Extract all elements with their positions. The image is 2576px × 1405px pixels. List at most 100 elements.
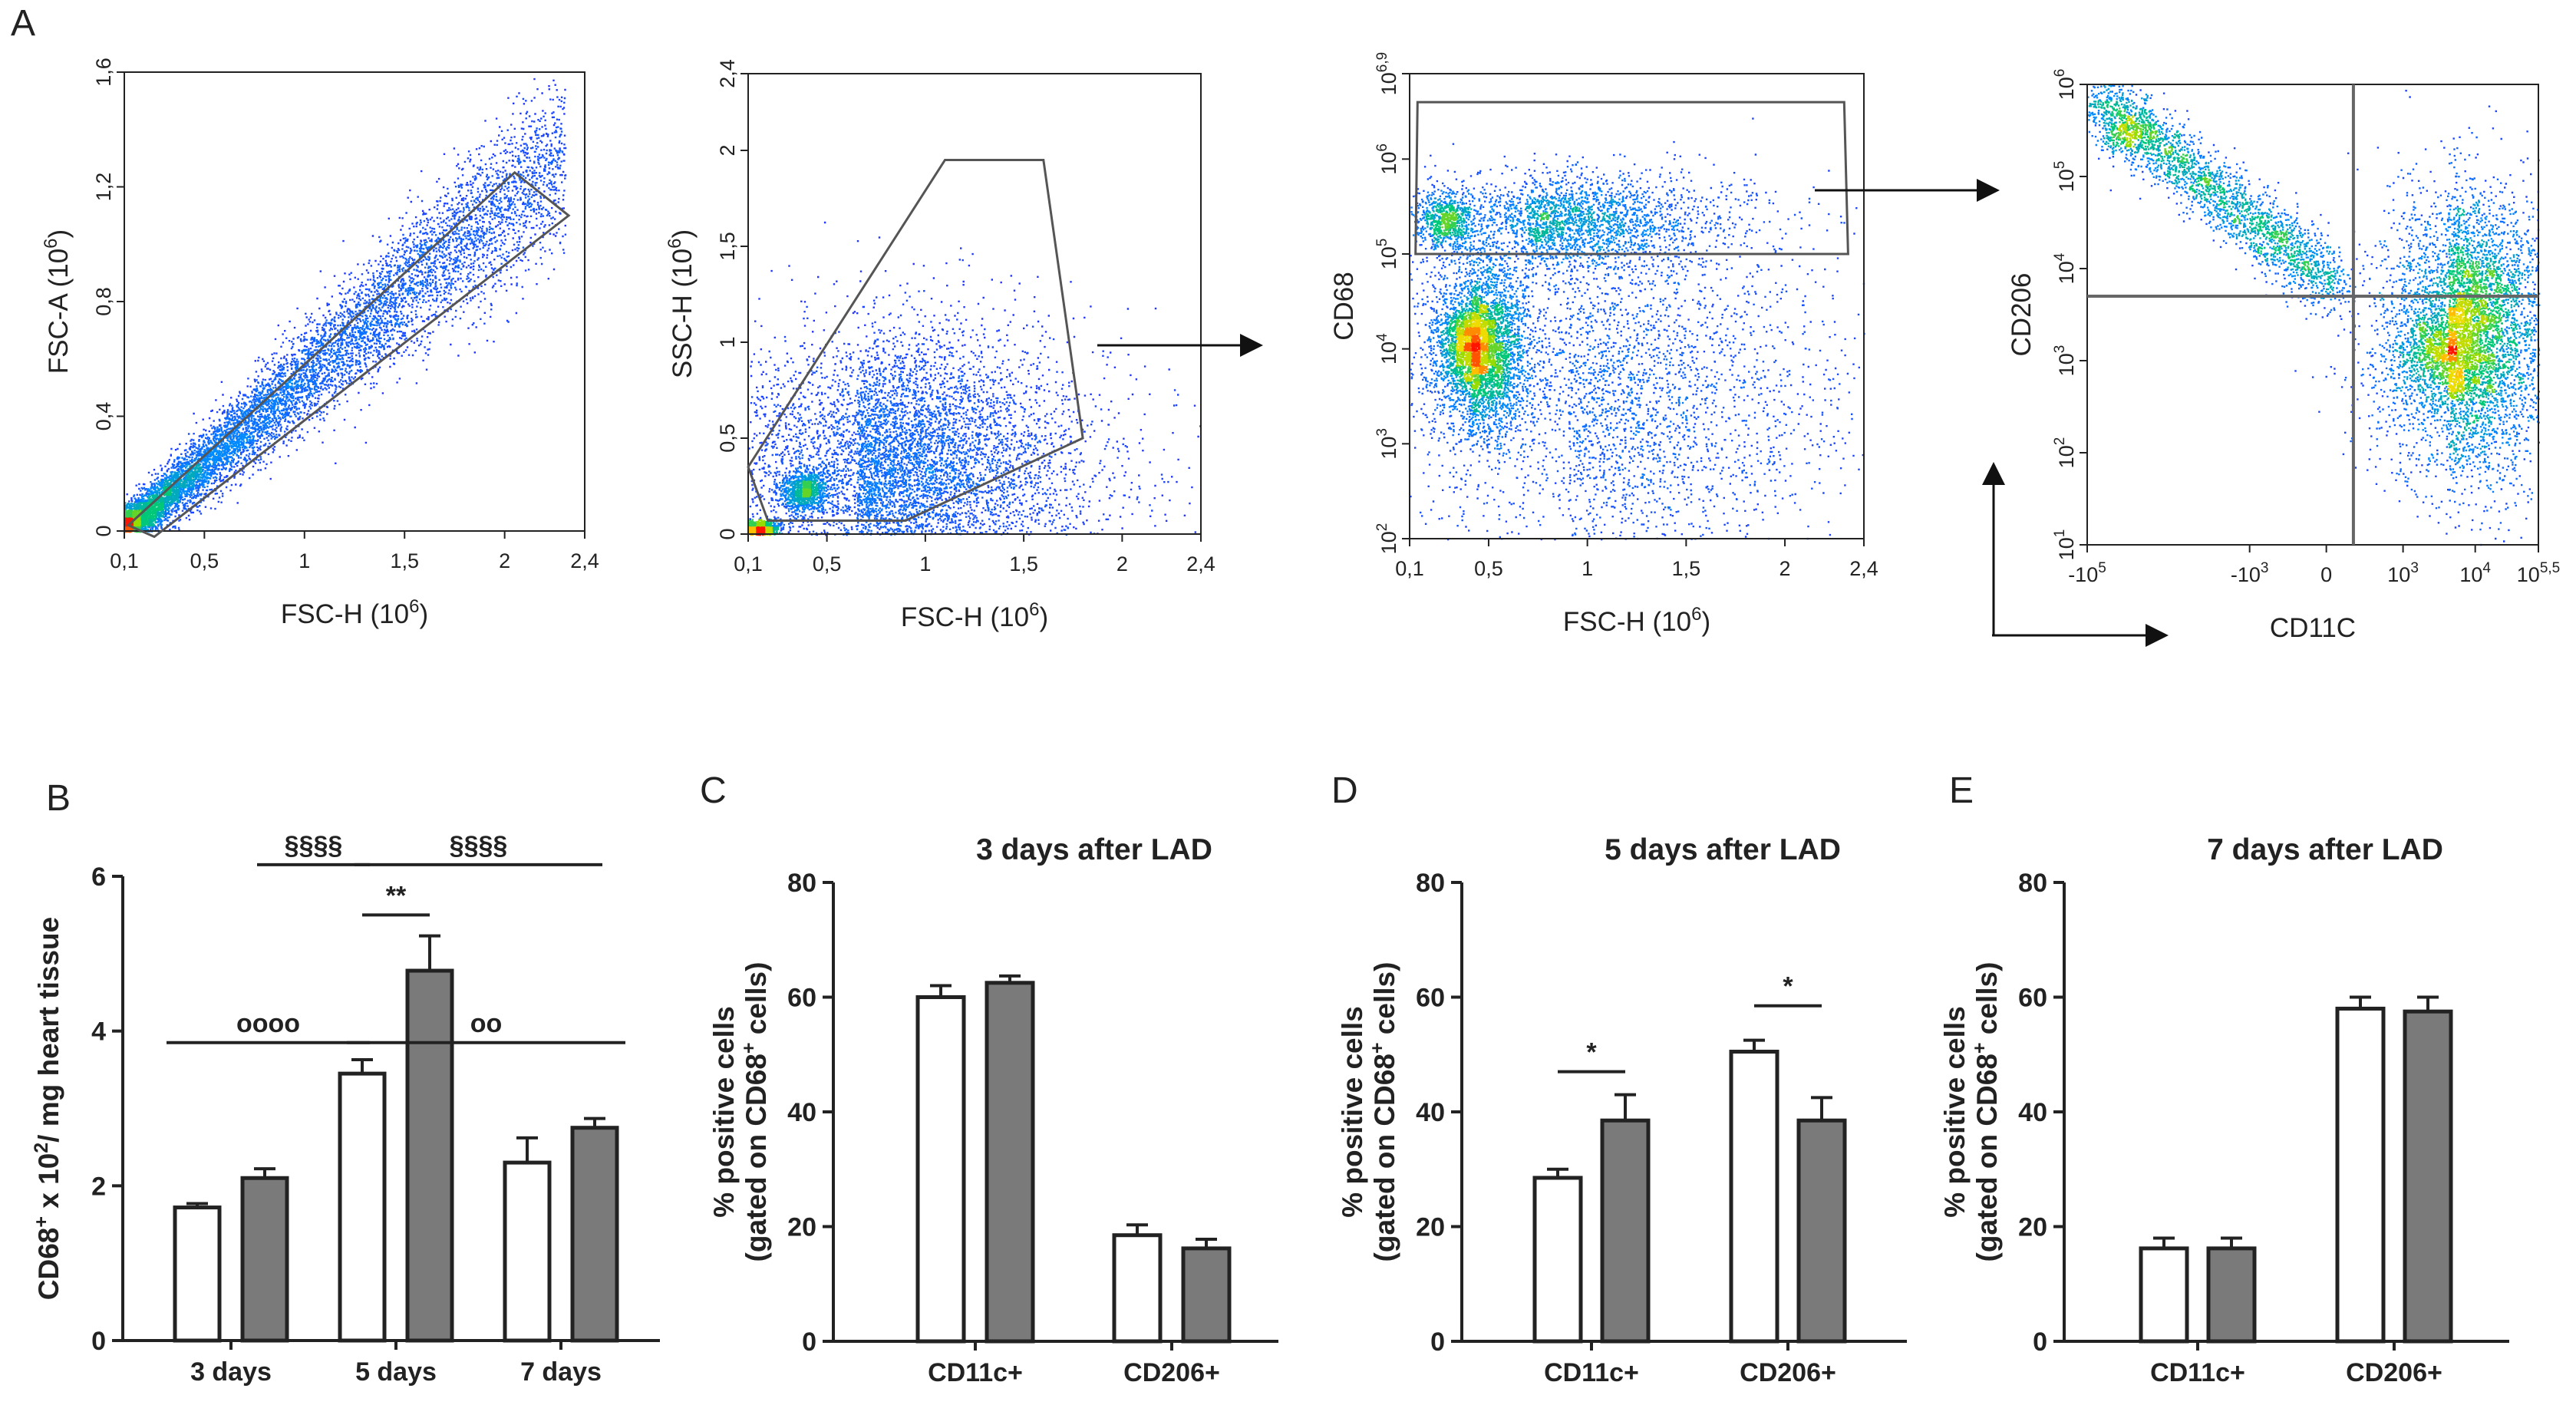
bar-open [173,1205,222,1343]
event-dots [748,480,812,529]
y-tick-label: 40 [787,1098,816,1127]
bar-open [1112,1233,1163,1344]
x-tick-label: CD206+ [2346,1358,2442,1387]
x-axis-label: FSC-H (106) [281,596,428,629]
gate-polygon [126,170,571,539]
x-tick-label: CD206+ [1740,1358,1836,1387]
event-dots [140,486,173,527]
bar-open [1729,1050,1779,1344]
y-tick-label: 105 [1374,239,1400,270]
x-tick-label: 105,5 [2517,560,2560,586]
y-tick-label: 2 [91,1172,106,1201]
y-tick-label: 102 [2052,437,2078,469]
y-tick-label: 80 [1416,869,1445,898]
significance-marker: ** [386,881,407,910]
bar-filled [1796,1118,1847,1344]
event-dots [787,473,827,506]
significance-marker: oo [470,1009,503,1038]
flow-plot-cd206-vs-cd11c: -105 -103 0 103 104 105,5 101 102 103 104 105 106 CD… [2007,69,2560,643]
event-dots [140,149,564,533]
significance-marker: * [1783,972,1793,1001]
x-tick-label: 0,5 [190,549,219,572]
x-tick-label: 1,5 [1672,557,1701,580]
bar-filled [405,968,454,1343]
y-tick-label: 106 [1374,143,1400,175]
bar-chart-7-days: 0 20 40 60 80 CD11c+ CD206+ 7 days after LAD % p… [1939,833,2509,1387]
y-tick-label: 106,9 [1374,52,1400,95]
y-tick-label: 1,6 [92,58,115,87]
x-tick-label: -105 [2068,560,2106,586]
bar-open [503,1160,552,1343]
x-axis-label: CD11C [2270,613,2356,643]
y-axis-label-line-1: % positive cells [1939,1006,1971,1218]
y-tick-label: 80 [2018,869,2047,898]
x-tick-label: 2 [1779,557,1791,580]
bar-filled [570,1126,619,1343]
y-tick-label: 1,5 [716,232,739,261]
event-dots [779,419,895,513]
x-tick-label: 2,4 [1849,557,1878,580]
x-tick-label: 3 days [190,1357,272,1387]
x-axis-label: FSC-H (106) [901,599,1048,632]
event-dots [2448,338,2458,363]
event-dots [1440,212,1549,375]
y-tick-label: 0,8 [92,287,115,316]
y-tick-label: 0 [92,525,115,536]
chart-title: 7 days after LAD [2207,833,2443,866]
plot-frame [1409,73,1865,539]
plot-frame [2086,84,2539,546]
event-dots [771,480,820,536]
x-tick-label: CD206+ [1123,1358,1220,1387]
event-dots [124,517,134,527]
x-tick-label: CD11c+ [1544,1358,1639,1387]
y-axis-label-line-2: (gated on CD68+ cells) [1367,962,1400,1262]
y-tick-label: 6 [91,862,106,892]
y-tick-label: 0 [1430,1327,1445,1357]
y-tick-label: 0 [2033,1327,2047,1357]
event-dots [773,373,1041,536]
x-tick-label: 104 [2459,560,2491,586]
bar-filled [1600,1118,1651,1344]
y-axis-label: SSC-H (106) [665,229,698,378]
event-dots [802,488,812,498]
event-dots [1463,327,1489,375]
flow-plot-fsc-a-vs-fsc-h: 0,1 0,5 1 1,5 2 2,4 0 0,4 0,8 1,2 1,6 FSC-H (106) FS… [41,58,599,629]
x-tick-label: 0,1 [734,552,763,576]
y-axis-label: CD206 [2007,273,2037,357]
flow-plot-cd68-vs-fsc-h: 0,1 0,5 1 1,5 2 2,4 102 103 104 105 106 106,9 FSC-H … [1329,52,1878,637]
event-dots [2103,84,2526,461]
chart-title: 5 days after LAD [1605,833,1841,866]
y-axis-label: FSC-A (106) [41,229,74,374]
y-axis-label-line-1: % positive cells [1337,1006,1368,1218]
event-dots [133,463,203,519]
bar-filled [2403,1009,2453,1344]
bar-open [338,1071,387,1343]
x-tick-label: 1 [919,552,931,576]
event-dots [128,95,567,531]
x-tick-label: -103 [2231,560,2269,586]
event-dots [764,338,1070,536]
panel-letter-a: A [11,3,35,44]
y-tick-label: 40 [2018,1098,2047,1127]
x-tick-label: 1,5 [1009,552,1038,576]
event-dots [756,519,766,529]
panel-letter-c: C [700,770,727,811]
x-axis-label: FSC-H (106) [1563,604,1710,637]
x-tick-label: 0,5 [813,552,842,576]
bar-filled [240,1176,289,1343]
x-tick-label: CD11c+ [928,1358,1023,1387]
x-tick-label: 2,4 [570,549,599,572]
panel-letter-b: B [46,778,71,819]
event-dots [140,494,164,527]
y-tick-label: 20 [1416,1213,1445,1242]
y-tick-label: 40 [1416,1098,1445,1127]
x-tick-label: 7 days [520,1357,602,1387]
event-dots [2095,100,2525,432]
gate-polygon [1414,101,1849,256]
x-tick-label: 0,1 [110,549,139,572]
y-tick-label: 104 [1374,333,1400,364]
x-tick-label: 5 days [355,1357,437,1387]
y-tick-label: 2 [716,144,739,156]
y-tick-label: 60 [787,984,816,1013]
gate-polygon [747,159,1084,522]
